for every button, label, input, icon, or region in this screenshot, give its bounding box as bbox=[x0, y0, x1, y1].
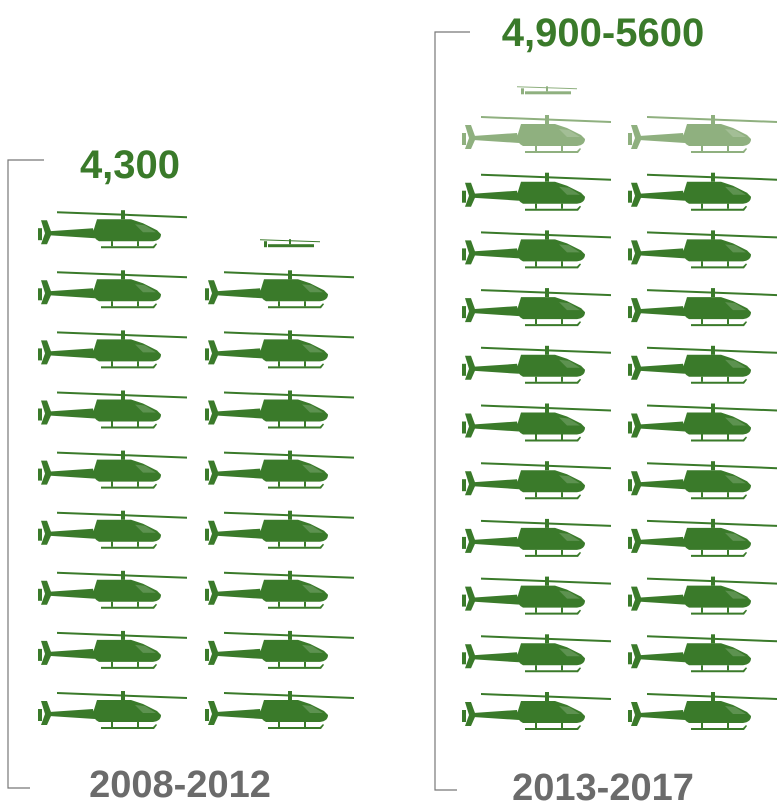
group-2008-2012: 4,300 2008-2012 bbox=[7, 143, 354, 802]
group-2013-2017: 4,900-5600 2013-2017 bbox=[434, 11, 777, 802]
bracket-2013-2017 bbox=[434, 31, 470, 791]
value-label: 4,300 bbox=[80, 143, 180, 187]
helicopter-icon bbox=[205, 691, 354, 729]
icon-grid bbox=[38, 210, 354, 729]
helicopter-icon bbox=[38, 450, 187, 489]
helicopter-icon-range bbox=[462, 115, 611, 153]
helicopter-icon bbox=[462, 692, 611, 730]
helicopter-icon bbox=[628, 461, 777, 500]
helicopter-icon bbox=[628, 345, 777, 384]
helicopter-icon bbox=[462, 461, 611, 500]
helicopter-icon bbox=[38, 390, 187, 429]
helicopter-icon bbox=[462, 230, 611, 269]
helicopter-icon bbox=[38, 330, 187, 369]
helicopter-icon bbox=[205, 330, 354, 369]
helicopter-icon bbox=[205, 630, 354, 669]
helicopter-icon-partial bbox=[260, 239, 320, 248]
helicopter-icon bbox=[628, 230, 777, 269]
helicopter-icon bbox=[205, 390, 354, 429]
helicopter-icon bbox=[38, 510, 187, 549]
helicopter-icon bbox=[628, 172, 777, 211]
helicopter-icon bbox=[462, 172, 611, 211]
helicopter-icon bbox=[462, 518, 611, 557]
helicopter-icon bbox=[628, 518, 777, 557]
helicopter-icon bbox=[628, 288, 777, 327]
helicopter-icon bbox=[628, 403, 777, 442]
icon-grid bbox=[462, 86, 777, 730]
helicopter-icon bbox=[628, 634, 777, 673]
helicopter-icon bbox=[205, 510, 354, 549]
helicopter-icon bbox=[38, 691, 187, 729]
helicopter-icon-partial bbox=[517, 86, 577, 95]
helicopter-icon bbox=[462, 345, 611, 384]
helicopter-icon bbox=[38, 270, 187, 309]
helicopter-icon bbox=[205, 450, 354, 489]
category-label: 2013-2017 bbox=[512, 767, 694, 802]
helicopter-icon bbox=[205, 570, 354, 609]
helicopter-icon bbox=[462, 634, 611, 673]
helicopter-icon bbox=[38, 630, 187, 669]
helicopter-icon-range bbox=[628, 115, 777, 153]
helicopter-icon bbox=[462, 288, 611, 327]
helicopter-icon bbox=[38, 570, 187, 609]
bracket-2008-2012 bbox=[7, 159, 44, 789]
helicopter-icon bbox=[628, 692, 777, 730]
helicopter-icon bbox=[38, 210, 187, 249]
helicopter-icon bbox=[205, 270, 354, 309]
helicopter-icon bbox=[462, 576, 611, 615]
helicopter-icon bbox=[628, 576, 777, 615]
helicopter-icon bbox=[462, 403, 611, 442]
category-label: 2008-2012 bbox=[89, 764, 271, 802]
value-label: 4,900-5600 bbox=[502, 11, 704, 55]
